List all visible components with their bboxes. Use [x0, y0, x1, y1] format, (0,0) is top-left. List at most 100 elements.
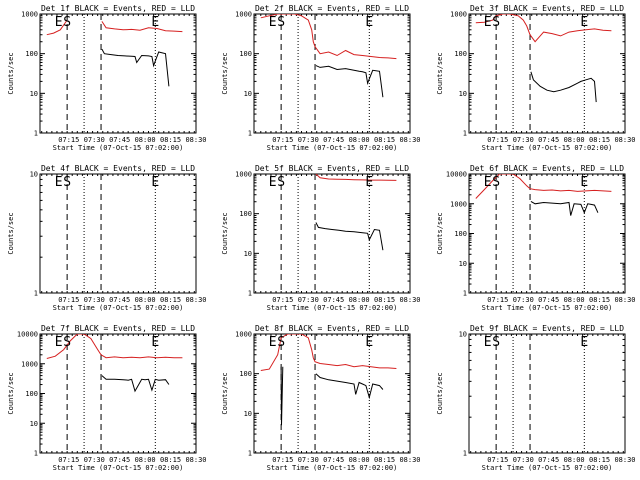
panel-title: Det 7f BLACK = Events, RED = LLD [41, 324, 195, 333]
x-tick-label: 07:15 [272, 456, 293, 464]
panel-title: Det 9f BLACK = Events, RED = LLD [470, 324, 624, 333]
x-tick-label: 08:15 [374, 456, 395, 464]
x-axis-label: Start Time (07-Oct-15 07:02:00) [482, 464, 613, 472]
x-tick-label: 08:30 [185, 456, 206, 464]
lld-series-line [315, 174, 397, 181]
x-tick-label: 08:15 [374, 136, 395, 144]
lld-series-line [475, 174, 612, 199]
events-series-line [280, 366, 284, 426]
y-tick-label: 100 [25, 50, 38, 58]
x-tick-label: 07:30 [84, 136, 105, 144]
y-tick-label: 10 [459, 260, 467, 268]
x-tick-label: 07:15 [58, 296, 79, 304]
x-tick-label: 07:15 [58, 136, 79, 144]
y-axis-label: Counts/sec [221, 372, 229, 414]
y-tick-label: 100 [25, 390, 38, 398]
event-marker-label: E [484, 175, 492, 190]
y-tick-label: 1 [248, 450, 252, 458]
event-marker-label: E [269, 15, 277, 30]
event-marker-label: E [365, 15, 373, 30]
y-tick-label: 10 [30, 171, 38, 179]
events-series-line [315, 222, 384, 251]
y-axis-label: Counts/sec [221, 212, 229, 254]
y-axis-label: Counts/sec [7, 212, 15, 254]
x-tick-label: 07:30 [298, 296, 319, 304]
event-marker-label: S [63, 335, 71, 350]
events-series-line [101, 48, 170, 87]
y-tick-label: 1000 [21, 360, 38, 368]
panel-title: Det 2f BLACK = Events, RED = LLD [255, 4, 409, 13]
series-group [260, 14, 397, 98]
event-marker-label: E [151, 15, 159, 30]
x-tick-label: 08:30 [399, 296, 420, 304]
x-tick-label: 07:30 [84, 296, 105, 304]
events-series-line [315, 65, 384, 98]
y-tick-label: 10 [244, 90, 252, 98]
x-axis-label: Start Time (07-Oct-15 07:02:00) [53, 304, 184, 312]
x-tick-label: 08:15 [589, 456, 610, 464]
x-tick-label: 07:45 [323, 456, 344, 464]
event-marker-label: S [63, 175, 71, 190]
y-tick-label: 10 [30, 90, 38, 98]
y-axis-label: Counts/sec [436, 212, 444, 254]
event-marker-label: E [55, 15, 63, 30]
y-tick-label: 10 [459, 331, 467, 339]
x-tick-label: 08:30 [185, 296, 206, 304]
panel-det-9: Det 9f BLACK = Events, RED = LLD 1 10 07:15… [436, 324, 636, 472]
lld-series-line [475, 14, 612, 43]
x-tick-label: 07:15 [487, 296, 508, 304]
x-tick-label: 08:30 [399, 456, 420, 464]
plot-frame [253, 333, 411, 454]
event-marker-label: E [484, 15, 492, 30]
x-tick-label: 07:15 [272, 136, 293, 144]
series-group [46, 19, 183, 87]
x-tick-label: 08:00 [349, 296, 370, 304]
x-axis-label: Start Time (07-Oct-15 07:02:00) [267, 464, 398, 472]
y-axis-label: Counts/sec [7, 52, 15, 94]
y-tick-label: 1000 [235, 171, 252, 179]
plot-frame [253, 13, 411, 134]
event-marker-label: E [55, 175, 63, 190]
panel-title: Det 6f BLACK = Events, RED = LLD [470, 164, 624, 173]
y-tick-label: 1 [34, 450, 38, 458]
x-tick-label: 07:45 [109, 296, 130, 304]
event-marker-label: S [492, 15, 500, 30]
plot-frame [39, 173, 197, 294]
x-tick-label: 08:00 [349, 456, 370, 464]
event-marker-label: E [151, 335, 159, 350]
series-group [46, 334, 183, 393]
x-axis-label: Start Time (07-Oct-15 07:02:00) [482, 304, 613, 312]
event-marker-label: S [277, 175, 285, 190]
event-marker-label: S [277, 335, 285, 350]
y-tick-label: 1 [248, 130, 252, 138]
plot-frame [468, 173, 626, 294]
y-tick-label: 10000 [17, 331, 38, 339]
y-tick-label: 10 [30, 420, 38, 428]
x-tick-label: 07:45 [109, 136, 130, 144]
events-series-line [530, 200, 599, 216]
y-axis-label: Counts/sec [7, 372, 15, 414]
y-tick-label: 10 [244, 410, 252, 418]
x-tick-label: 08:00 [349, 136, 370, 144]
y-tick-label: 10000 [446, 171, 467, 179]
event-marker-label: E [151, 175, 159, 190]
y-tick-label: 100 [239, 210, 252, 218]
x-axis-label: Start Time (07-Oct-15 07:02:00) [482, 144, 613, 152]
y-tick-label: 10 [244, 250, 252, 258]
y-tick-label: 1 [463, 130, 467, 138]
x-tick-label: 07:15 [487, 136, 508, 144]
series-group [475, 14, 612, 103]
event-marker-label: E [269, 175, 277, 190]
x-tick-label: 08:00 [135, 296, 156, 304]
x-tick-label: 08:15 [160, 296, 181, 304]
x-tick-label: 08:30 [614, 136, 635, 144]
panel-title: Det 1f BLACK = Events, RED = LLD [41, 4, 195, 13]
x-tick-label: 07:30 [298, 456, 319, 464]
event-marker-label: E [55, 335, 63, 350]
panel-det-8: Det 8f BLACK = Events, RED = LLD 1 10 100 10… [221, 324, 421, 472]
y-tick-label: 100 [454, 50, 467, 58]
y-tick-label: 1000 [21, 11, 38, 19]
x-tick-label: 08:30 [399, 136, 420, 144]
x-axis-label: Start Time (07-Oct-15 07:02:00) [267, 304, 398, 312]
x-tick-label: 07:15 [487, 456, 508, 464]
